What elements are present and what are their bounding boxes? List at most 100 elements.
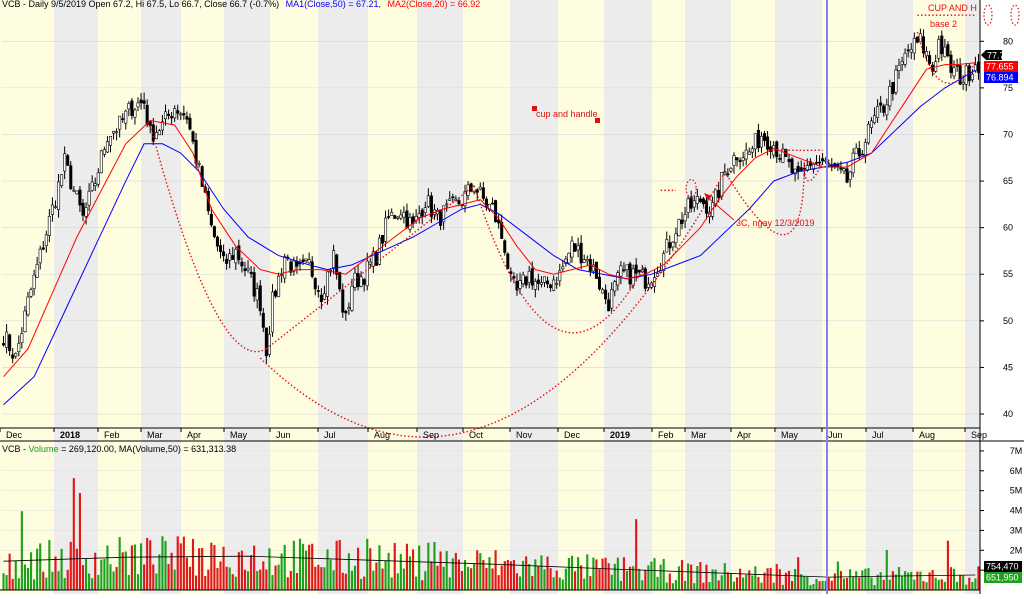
svg-text:76.894: 76.894	[986, 73, 1014, 83]
volume-bar	[653, 558, 656, 590]
volume-bar	[913, 579, 916, 590]
volume-bar	[711, 569, 714, 590]
volume-bar	[176, 536, 179, 590]
candle-body	[912, 38, 916, 54]
candle-body	[90, 181, 94, 191]
candle-body	[805, 165, 809, 171]
candle-body	[53, 206, 58, 208]
cup-and-h-label: CUP AND H	[928, 3, 977, 13]
candle-body	[173, 108, 177, 119]
volume-bar	[393, 542, 396, 590]
volume-bar	[155, 573, 158, 590]
volume-bar	[36, 548, 39, 590]
volume-bar	[745, 574, 748, 590]
candle-body	[613, 281, 617, 292]
volume-bar	[555, 570, 558, 590]
volume-bar	[601, 558, 604, 590]
candle-body	[35, 264, 39, 278]
candle-body	[564, 258, 568, 264]
volume-bar	[861, 570, 864, 590]
volume-bar	[827, 577, 830, 590]
candle-body	[384, 217, 388, 242]
volume-bar	[240, 550, 243, 590]
volume-bar	[329, 559, 332, 590]
candle-body	[124, 110, 128, 124]
volume-bar	[598, 569, 601, 590]
candle-body	[546, 280, 550, 285]
candle-body	[115, 131, 119, 134]
volume-bar	[687, 563, 690, 590]
pattern-arc	[803, 162, 824, 182]
candle-body	[322, 293, 326, 300]
volume-bar	[103, 559, 106, 590]
volume-bar	[503, 561, 506, 590]
candle-body	[405, 210, 409, 228]
candle-body	[84, 207, 88, 217]
volume-bar	[708, 582, 711, 590]
candle-body	[601, 289, 605, 294]
candle-body	[225, 258, 229, 264]
volume-bar	[384, 560, 387, 590]
volume-bar	[473, 563, 476, 590]
volume-bar	[497, 575, 500, 590]
volume-bar	[262, 561, 265, 590]
candle-body	[170, 116, 174, 119]
volume-bar	[366, 538, 369, 590]
volume-bar	[130, 545, 133, 590]
volume-bar	[57, 571, 60, 590]
candle-body	[469, 183, 473, 192]
volume-tick-label: 2M	[1010, 545, 1023, 555]
volume-bar	[595, 559, 598, 590]
candle-body	[701, 198, 705, 205]
volume-bar	[680, 560, 684, 590]
candle-body	[622, 269, 626, 272]
volume-bar	[390, 577, 393, 590]
candle-body	[420, 209, 424, 217]
volume-bar	[402, 568, 405, 590]
volume-bar	[158, 554, 161, 590]
volume-bar	[849, 569, 852, 590]
candle-body	[29, 289, 33, 297]
candle-body	[503, 240, 507, 253]
volume-bar	[8, 553, 11, 590]
volume-header: VCB - Volume = 269,120.00, MA(Volume,50)…	[2, 444, 236, 454]
date-tick-label: Apr	[737, 430, 751, 440]
candle-body	[66, 155, 70, 166]
volume-bar	[803, 576, 806, 590]
candle-body	[888, 86, 892, 107]
last-price-badge: 77.7	[981, 50, 1005, 61]
volume-bar	[20, 511, 23, 590]
candle-body	[163, 111, 168, 120]
candle-body	[698, 198, 702, 203]
candle-body	[860, 153, 864, 156]
volume-bar	[259, 569, 262, 590]
candle-body	[909, 49, 913, 53]
candle-body	[759, 135, 764, 148]
volume-bar	[460, 571, 464, 590]
volume-bar	[146, 537, 149, 590]
candle-body	[876, 106, 880, 118]
candle-body	[475, 189, 479, 193]
candle-body	[258, 285, 262, 312]
volume-bar	[723, 563, 726, 590]
month-band	[965, 0, 980, 594]
volume-bar	[109, 564, 112, 590]
volume-bar	[696, 566, 699, 590]
volume-bar	[225, 566, 228, 590]
candle-body	[356, 273, 360, 288]
ma50-badge: 76.894	[984, 72, 1018, 83]
volume-bar	[488, 557, 491, 590]
volume-bar	[424, 571, 427, 590]
volume-bar	[873, 584, 876, 590]
volume-bar	[170, 552, 173, 590]
volume-bar	[739, 568, 742, 590]
month-band	[463, 0, 510, 594]
candle-body	[524, 276, 528, 286]
candle-body	[637, 269, 641, 273]
volume-bar	[628, 566, 632, 590]
candle-body	[683, 214, 687, 222]
volume-bar	[763, 572, 766, 590]
candle-body	[387, 216, 391, 218]
